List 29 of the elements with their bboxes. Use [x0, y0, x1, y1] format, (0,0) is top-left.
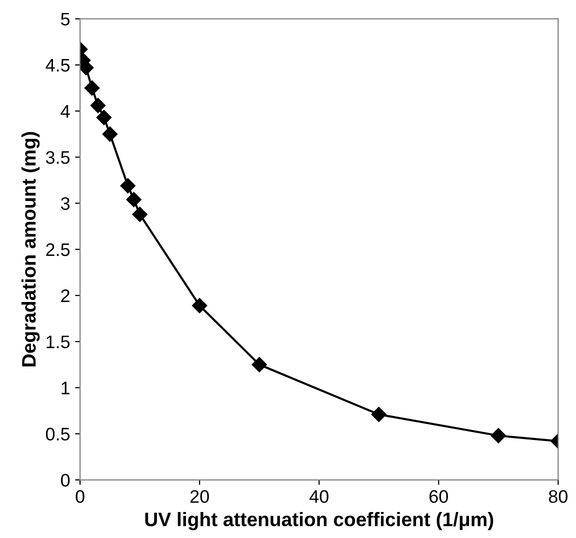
y-tick-label: 2.5: [46, 243, 70, 256]
y-tick-label: 1.5: [46, 336, 70, 348]
point: [126, 192, 142, 208]
point: [102, 126, 118, 142]
y-tick-label: 2: [61, 289, 70, 302]
point: [490, 428, 506, 444]
point: [371, 406, 386, 422]
x-tick-label: 0: [76, 490, 84, 503]
y-tick-label: 5: [61, 12, 70, 26]
point: [252, 357, 267, 372]
x-tick-label: 80: [548, 490, 568, 503]
x-tick-label: 60: [430, 490, 448, 503]
y-tick-label: 1: [62, 382, 70, 394]
y-tick-label: 3.5: [46, 151, 70, 164]
x-tick-label: 40: [309, 490, 328, 503]
y-tick-label: 4: [60, 105, 70, 118]
y-tick-label: 4.5: [46, 59, 70, 72]
point: [84, 80, 100, 96]
point: [96, 110, 112, 126]
point: [132, 206, 148, 222]
y-axis-title: Degradation amount (mg): [21, 132, 40, 366]
x-axis-title: UV light attenuation coefficient (1/μm): [145, 512, 494, 530]
y-tick-label: 3: [60, 197, 70, 210]
x-tick-label: 20: [190, 490, 209, 503]
point: [90, 98, 106, 114]
point: [120, 178, 136, 194]
point: [192, 298, 208, 314]
y-tick-label: 0: [61, 474, 70, 487]
y-tick-label: 0.5: [46, 428, 70, 441]
